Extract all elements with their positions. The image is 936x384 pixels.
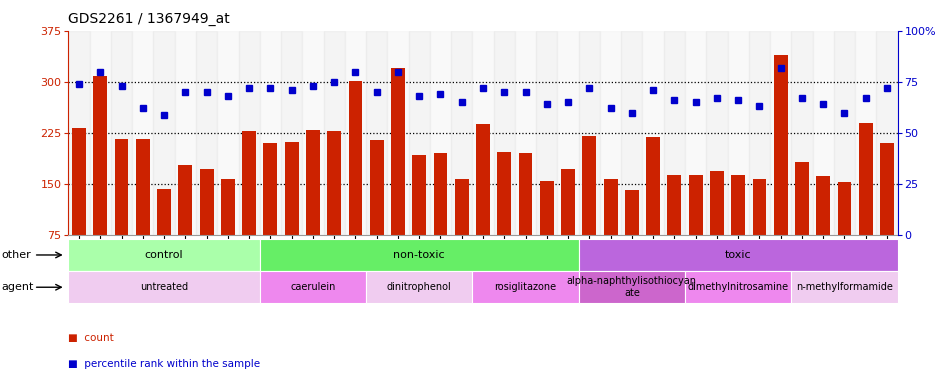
Bar (242, 131, 256, 235)
Bar (646, 137, 659, 235)
Text: caerulein: caerulein (290, 282, 335, 292)
Bar (259, 31, 281, 235)
Bar (387, 31, 408, 235)
Bar (557, 31, 578, 235)
Bar (154, 31, 174, 235)
Bar (642, 31, 663, 235)
Text: ■  percentile rank within the sample: ■ percentile rank within the sample (68, 359, 260, 369)
Bar (855, 31, 875, 235)
Bar (815, 176, 829, 235)
Text: untreated: untreated (139, 282, 188, 292)
Text: alpha-naphthylisothiocyan
ate: alpha-naphthylisothiocyan ate (566, 276, 696, 298)
Bar (263, 143, 277, 235)
Bar (90, 31, 110, 235)
Bar (323, 31, 344, 235)
Text: other: other (1, 250, 31, 260)
Bar (94, 76, 107, 235)
Bar (684, 31, 706, 235)
Bar (390, 68, 404, 235)
Bar (603, 179, 617, 235)
Bar (327, 131, 341, 235)
Bar (370, 140, 383, 235)
Text: rosiglitazone: rosiglitazone (494, 282, 556, 292)
Bar (497, 152, 511, 235)
Bar (791, 31, 812, 235)
Bar (281, 31, 302, 235)
Bar (621, 31, 642, 235)
Bar (68, 31, 90, 235)
Bar (348, 81, 362, 235)
Bar (837, 182, 851, 235)
Text: dinitrophenol: dinitrophenol (387, 282, 451, 292)
Bar (199, 169, 213, 235)
Bar (879, 143, 893, 235)
Bar (688, 175, 702, 235)
Text: ■  count: ■ count (68, 333, 114, 343)
Text: toxic: toxic (724, 250, 751, 260)
Bar (344, 31, 366, 235)
Bar (157, 189, 170, 235)
Bar (196, 31, 217, 235)
Bar (858, 123, 871, 235)
Bar (136, 139, 150, 235)
Bar (475, 124, 490, 235)
Bar (110, 31, 132, 235)
Bar (408, 31, 430, 235)
Bar (366, 31, 387, 235)
Bar (812, 31, 833, 235)
Bar (752, 179, 766, 235)
Bar (539, 182, 553, 235)
Bar (875, 31, 897, 235)
Text: non-toxic: non-toxic (393, 250, 445, 260)
Bar (306, 130, 319, 235)
Bar (114, 139, 128, 235)
Bar (132, 31, 154, 235)
Bar (178, 165, 192, 235)
Bar (663, 31, 684, 235)
Bar (709, 170, 723, 235)
Bar (430, 31, 450, 235)
Bar (493, 31, 515, 235)
Bar (433, 153, 446, 235)
Text: agent: agent (1, 282, 34, 292)
Bar (472, 31, 493, 235)
Bar (454, 179, 468, 235)
Bar (773, 55, 787, 235)
Bar (561, 169, 575, 235)
Bar (515, 31, 535, 235)
Text: dimethylnitrosamine: dimethylnitrosamine (687, 282, 788, 292)
Bar (706, 31, 726, 235)
Text: GDS2261 / 1367949_at: GDS2261 / 1367949_at (68, 12, 230, 25)
Bar (239, 31, 259, 235)
Bar (302, 31, 323, 235)
Text: control: control (145, 250, 183, 260)
Text: n-methylformamide: n-methylformamide (796, 282, 892, 292)
Bar (535, 31, 557, 235)
Bar (730, 175, 744, 235)
Bar (221, 179, 235, 235)
Bar (599, 31, 621, 235)
Bar (795, 162, 808, 235)
Bar (769, 31, 791, 235)
Bar (450, 31, 472, 235)
Bar (748, 31, 769, 235)
Bar (582, 136, 595, 235)
Bar (285, 142, 299, 235)
Bar (833, 31, 855, 235)
Bar (519, 153, 532, 235)
Bar (217, 31, 239, 235)
Bar (666, 175, 680, 235)
Bar (72, 128, 86, 235)
Bar (726, 31, 748, 235)
Bar (412, 155, 426, 235)
Bar (578, 31, 599, 235)
Bar (174, 31, 196, 235)
Bar (624, 190, 638, 235)
